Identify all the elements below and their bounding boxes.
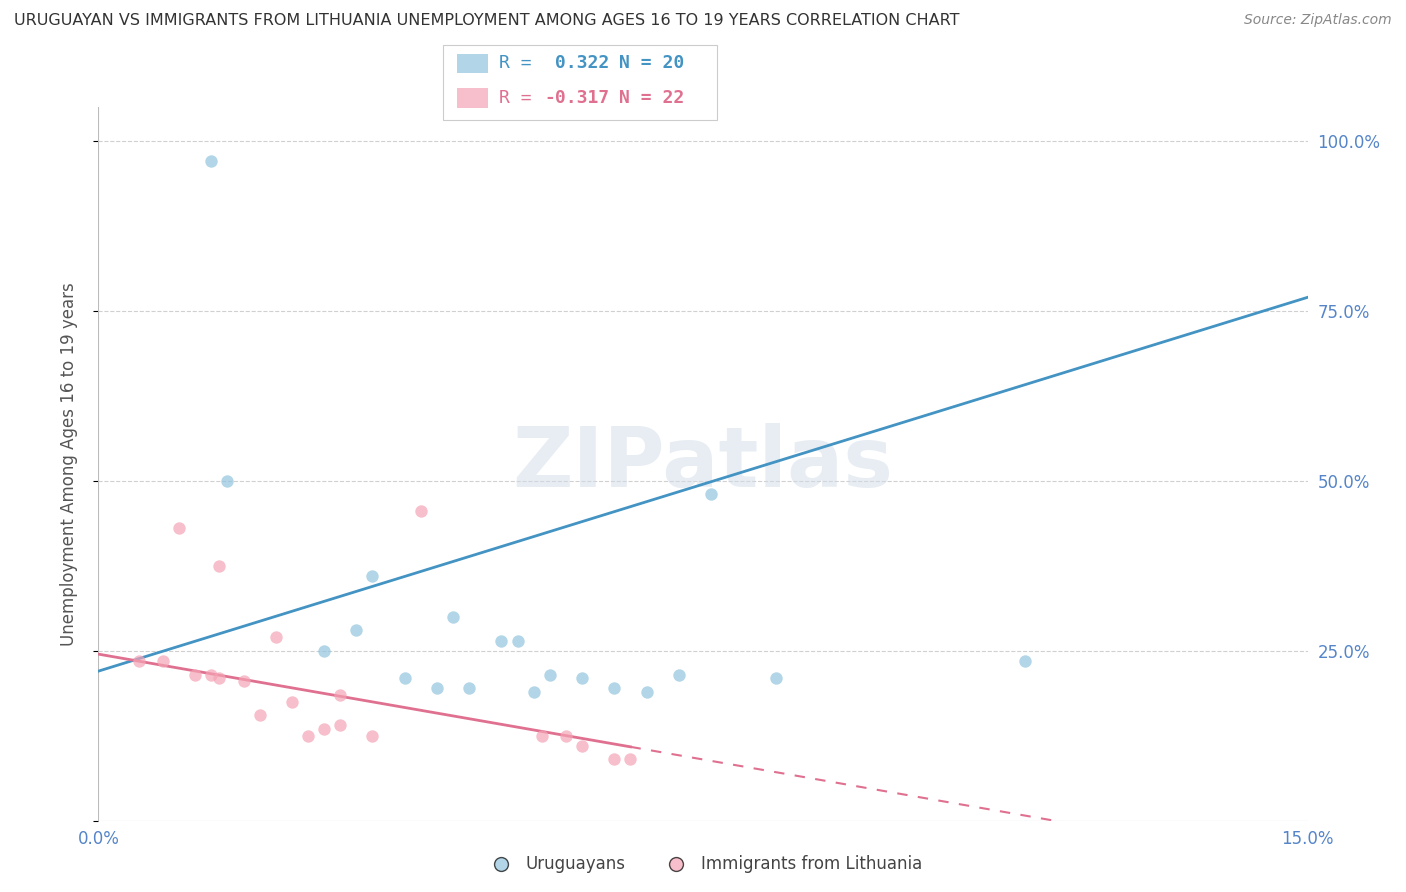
Point bbox=[700, 487, 723, 501]
Point bbox=[361, 569, 384, 583]
Legend: Uruguayans, Immigrants from Lithuania: Uruguayans, Immigrants from Lithuania bbox=[478, 849, 928, 880]
Point bbox=[208, 671, 231, 685]
Point bbox=[329, 718, 352, 732]
Point bbox=[571, 671, 593, 685]
Text: N = 20: N = 20 bbox=[619, 54, 683, 72]
Point bbox=[167, 521, 190, 535]
Point bbox=[571, 739, 593, 753]
Point bbox=[603, 752, 626, 766]
Point bbox=[249, 708, 271, 723]
Point bbox=[555, 729, 578, 743]
Point bbox=[603, 681, 626, 695]
Point bbox=[1014, 654, 1036, 668]
Point bbox=[636, 684, 658, 698]
Point bbox=[538, 667, 561, 681]
Point bbox=[152, 654, 174, 668]
Point bbox=[217, 474, 239, 488]
Y-axis label: Unemployment Among Ages 16 to 19 years: Unemployment Among Ages 16 to 19 years bbox=[59, 282, 77, 646]
Point bbox=[523, 684, 546, 698]
Point bbox=[441, 609, 464, 624]
Point bbox=[314, 722, 336, 736]
Point bbox=[200, 154, 222, 169]
Point bbox=[361, 729, 384, 743]
Point bbox=[200, 667, 222, 681]
Text: N = 22: N = 22 bbox=[619, 89, 683, 107]
Point bbox=[314, 644, 336, 658]
Point bbox=[668, 667, 690, 681]
Point bbox=[208, 558, 231, 573]
Point bbox=[765, 671, 787, 685]
Text: -0.317: -0.317 bbox=[544, 89, 609, 107]
Point bbox=[506, 633, 529, 648]
Point bbox=[128, 654, 150, 668]
Text: R =: R = bbox=[499, 89, 543, 107]
Point bbox=[458, 681, 481, 695]
Point bbox=[264, 630, 287, 644]
Point bbox=[329, 688, 352, 702]
Text: R =: R = bbox=[499, 54, 543, 72]
Point bbox=[232, 674, 254, 689]
Point bbox=[491, 633, 513, 648]
Point bbox=[530, 729, 553, 743]
Point bbox=[619, 752, 641, 766]
Text: URUGUAYAN VS IMMIGRANTS FROM LITHUANIA UNEMPLOYMENT AMONG AGES 16 TO 19 YEARS CO: URUGUAYAN VS IMMIGRANTS FROM LITHUANIA U… bbox=[14, 13, 959, 29]
Text: ZIPatlas: ZIPatlas bbox=[513, 424, 893, 504]
Point bbox=[297, 729, 319, 743]
Point bbox=[394, 671, 416, 685]
Point bbox=[344, 624, 367, 638]
Point bbox=[409, 504, 432, 518]
Point bbox=[281, 695, 304, 709]
Text: Source: ZipAtlas.com: Source: ZipAtlas.com bbox=[1244, 13, 1392, 28]
Text: 0.322: 0.322 bbox=[544, 54, 609, 72]
Point bbox=[184, 667, 207, 681]
Point bbox=[426, 681, 449, 695]
